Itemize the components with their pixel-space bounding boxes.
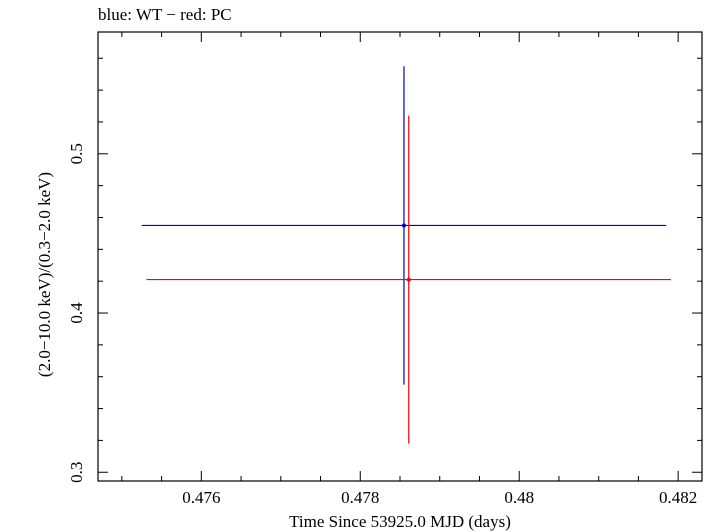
data-point xyxy=(406,277,411,282)
x-tick-label: 0.476 xyxy=(182,488,220,507)
x-tick-label: 0.482 xyxy=(659,488,697,507)
y-tick-label: 0.5 xyxy=(67,143,86,164)
axis-tick-labels: 0.476 0.478 0.48 0.482 0.3 0.4 0.5 xyxy=(67,143,697,507)
series-0 xyxy=(141,66,667,385)
y-axis-label: (2.0−10.0 keV)/(0.3−2.0 keV) xyxy=(35,172,54,377)
x-tick-label: 0.478 xyxy=(341,488,379,507)
chart-title: blue: WT − red: PC xyxy=(98,5,232,24)
y-tick-label: 0.3 xyxy=(67,462,86,483)
x-tick-label: 0.48 xyxy=(504,488,534,507)
y-tick-label: 0.4 xyxy=(67,302,86,324)
data-point xyxy=(401,223,406,228)
plot-frame xyxy=(97,31,703,482)
x-axis-label: Time Since 53925.0 MJD (days) xyxy=(289,512,511,531)
data-marks xyxy=(141,66,672,444)
series-1 xyxy=(146,115,672,444)
axis-ticks xyxy=(98,32,702,481)
